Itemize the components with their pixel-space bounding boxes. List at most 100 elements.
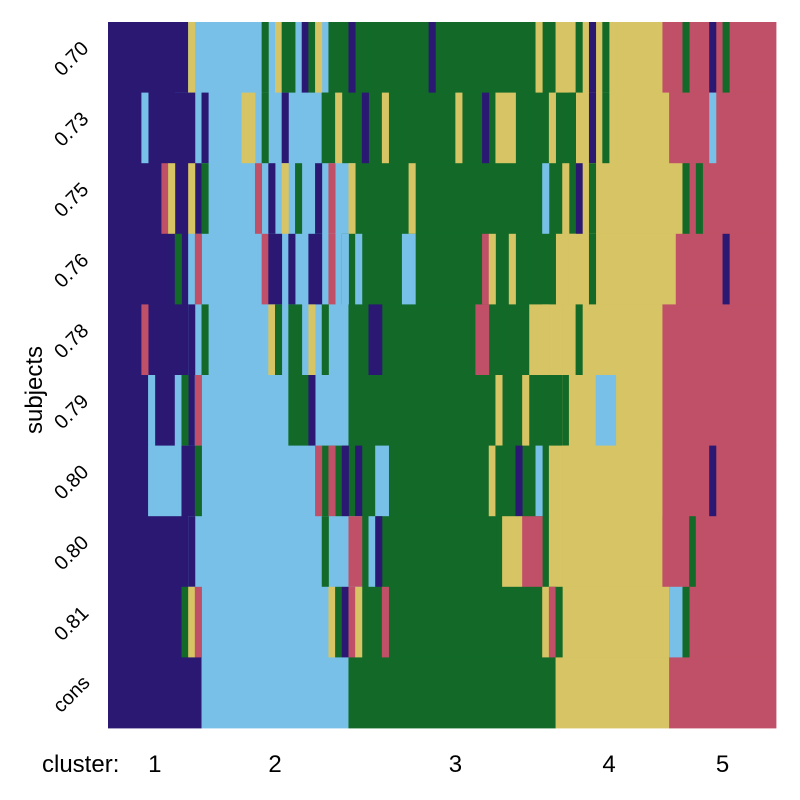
heatmap-cell-stripe [428, 22, 436, 93]
heatmap-cell-stripe [535, 22, 543, 93]
heatmap-cell-stripe [181, 375, 189, 446]
heatmap-cell-stripe [495, 92, 516, 164]
row-label: 0.80 [50, 532, 93, 575]
heatmap-cell-stripe [562, 375, 570, 446]
heatmap-cell-stripe [148, 375, 156, 446]
heatmap-cell-stripe [588, 233, 597, 305]
heatmap-cell-stripe [562, 445, 570, 517]
heatmap-cell-stripe [348, 163, 356, 235]
heatmap-cell-stripe [555, 586, 563, 658]
heatmap-cell-block [108, 445, 149, 517]
heatmap-cell-stripe [275, 22, 283, 93]
heatmap-cell-stripe [535, 445, 543, 517]
heatmap-cell-stripe [368, 516, 376, 588]
heatmap-cell-stripe [168, 163, 176, 235]
heatmap-cell-stripe [341, 445, 349, 517]
row-label: 0.75 [50, 179, 93, 222]
heatmap-cell-stripe [194, 586, 202, 658]
heatmap-cell-stripe [161, 163, 169, 235]
heatmap-cell-block [194, 375, 349, 446]
heatmap-cell-stripe [174, 233, 182, 305]
heatmap-cell-stripe [482, 233, 490, 305]
heatmap-cell-stripe [488, 233, 496, 305]
heatmap-cell-stripe [268, 163, 276, 235]
heatmap-cell-stripe [328, 163, 336, 235]
heatmap-cell-stripe [268, 304, 276, 376]
heatmap-cell-stripe [315, 445, 323, 517]
heatmap-cell-stripe [562, 304, 570, 376]
heatmap-cell-stripe [348, 586, 356, 658]
heatmap-cell-stripe [295, 163, 303, 235]
heatmap-cell-stripe [455, 92, 463, 164]
heatmap-cell-stripe [542, 586, 550, 658]
heatmap-cell-stripe [522, 375, 530, 446]
cluster-labels: 1 2 3 4 5 [148, 751, 729, 778]
heatmap-cell-stripe [602, 22, 610, 93]
heatmap-cell-stripe [341, 586, 349, 658]
heatmap-cell-stripe [281, 92, 289, 164]
heatmap-cell-stripe [522, 304, 530, 376]
heatmap-cell-stripe [141, 92, 149, 164]
heatmap-cell-block [662, 304, 777, 376]
heatmap-cell-stripe [508, 233, 516, 305]
heatmap-cell-stripe [568, 92, 576, 164]
plot-area [108, 22, 777, 729]
heatmap-cell-stripe [555, 516, 563, 588]
heatmap-cell-stripe [194, 445, 202, 517]
heatmap-cell-stripe [348, 22, 356, 93]
heatmap-cell-block [528, 304, 663, 376]
heatmap-cell-stripe [381, 586, 389, 658]
heatmap-cell-stripe [709, 92, 717, 164]
heatmap-cell-stripe [188, 586, 196, 658]
heatmap-cell-stripe [588, 163, 597, 235]
cluster-axis-prefix: cluster: [42, 751, 119, 778]
heatmap-cell-stripe [268, 233, 283, 305]
heatmap-cell-stripe [568, 375, 583, 446]
heatmap-cell-stripe [528, 92, 536, 164]
heatmap-cell-stripe [355, 586, 363, 658]
heatmap-cell-stripe [321, 516, 329, 588]
heatmap-cell-block [108, 163, 202, 235]
heatmap-cell-stripe [261, 233, 269, 305]
heatmap-cell-stripe [161, 92, 196, 164]
heatmap-cell-stripe [181, 445, 196, 517]
row-label: 0.70 [50, 38, 93, 81]
heatmap-cell-block [341, 233, 556, 305]
heatmap-cell-stripe [174, 375, 182, 446]
row-label: 0.76 [50, 249, 93, 292]
heatmap-cell-block [335, 22, 556, 93]
heatmap-cell-stripe [689, 516, 697, 588]
heatmap-cell-block [108, 586, 189, 658]
heatmap-cell-stripe [722, 22, 730, 93]
heatmap-cell-stripe [475, 304, 490, 376]
heatmap-cell-stripe [548, 92, 556, 164]
heatmap-cell-stripe [328, 233, 336, 305]
y-axis-label: subjects [21, 346, 48, 434]
heatmap-cell-stripe [482, 92, 490, 164]
heatmap-cell-stripe [194, 375, 202, 446]
heatmap-cell-stripe [709, 22, 717, 93]
heatmap-cell-stripe [188, 163, 196, 235]
heatmap-cell-stripe [488, 445, 496, 517]
row-label: cons [49, 672, 94, 717]
heatmap-cell-stripe [281, 163, 289, 235]
heatmap-cell-stripe [568, 233, 576, 305]
heatmap-cell-block [321, 92, 576, 164]
heatmap-cell-stripe [201, 92, 209, 164]
heatmap-cell-block [555, 586, 670, 658]
row-label: 0.73 [50, 108, 93, 151]
heatmap-cell-stripe [308, 304, 316, 376]
heatmap-cell-stripe [669, 586, 683, 658]
heatmap-cell-stripe [535, 375, 543, 446]
heatmap-cell-block [148, 445, 323, 517]
cluster-label: 1 [148, 751, 161, 778]
heatmap-cell-stripe [542, 304, 550, 376]
heatmap-cell-block [188, 516, 363, 588]
heatmap-cell-stripe [355, 233, 363, 305]
row-labels: 0.70 0.73 0.75 0.76 0.78 0.79 0.80 0.80 0.81 cons [49, 38, 94, 718]
heatmap-cell-block [555, 657, 670, 729]
heatmap-cell-stripe [502, 304, 510, 376]
heatmap-cell-stripe [542, 163, 550, 235]
heatmap-cell-stripe [381, 92, 389, 164]
heatmap-cell-stripe [281, 22, 296, 93]
